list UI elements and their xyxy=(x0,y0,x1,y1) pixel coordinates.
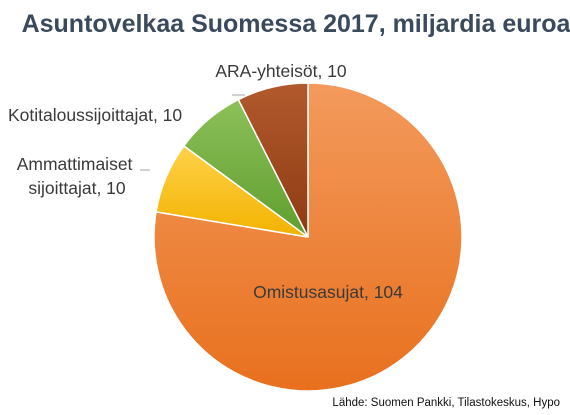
chart-title: Asuntovelkaa Suomessa 2017, miljardia eu… xyxy=(22,10,570,38)
label-omistusasujat: Omistusasujat, 104 xyxy=(253,282,403,302)
source-note: Lähde: Suomen Pankki, Tilastokeskus, Hyp… xyxy=(332,397,560,409)
label-ammattimaiset-sijoittajat: Ammattimaiset sijoittajat, 10 xyxy=(17,154,138,198)
label-leaders xyxy=(140,94,245,171)
pie-slice-ara-yhteis-t xyxy=(237,82,309,238)
pie-slices xyxy=(153,82,463,392)
label-ammattimaiset-line2: sijoittajat, 10 xyxy=(28,178,126,198)
label-ammattimaiset-line1: Ammattimaiset xyxy=(17,154,133,174)
label-kotitaloussijoittajat: Kotitaloussijoittajat, 10 xyxy=(8,105,182,125)
label-ara-yhteisot: ARA-yhteisöt, 10 xyxy=(215,61,347,81)
